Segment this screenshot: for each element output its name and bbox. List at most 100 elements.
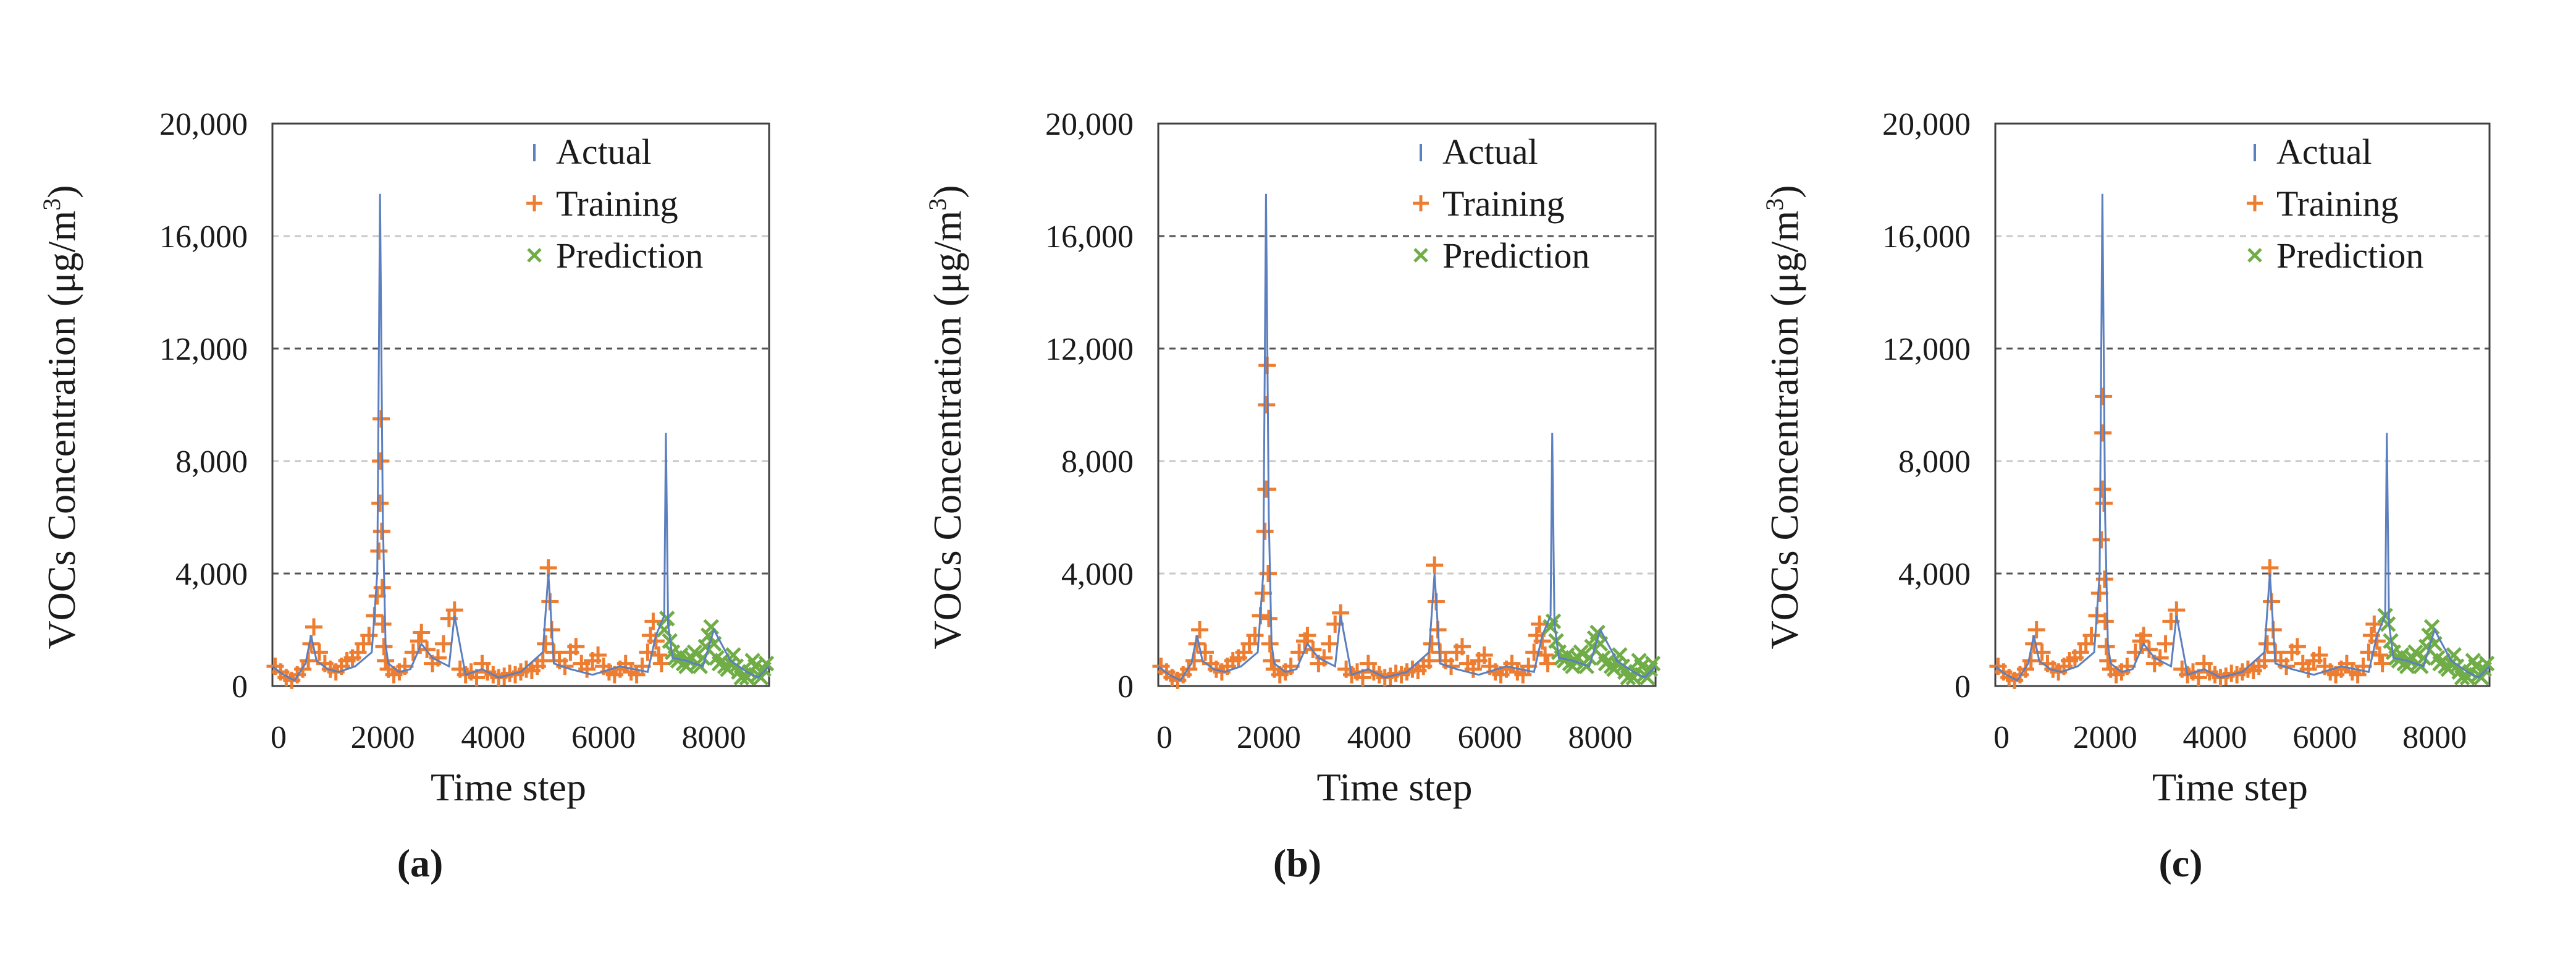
actual-series-line — [1995, 193, 2491, 682]
training-point — [2092, 531, 2110, 549]
x-tick-label: 0 — [1156, 720, 1172, 755]
chart-panel-b: 0 4,000 8,000 12,000 16,000 20,000 0 2000 4000 60… — [924, 107, 1661, 809]
training-point — [2371, 646, 2389, 664]
training-point — [2360, 643, 2378, 661]
y-axis-title-end: ) — [925, 185, 969, 198]
training-point — [2255, 652, 2273, 670]
training-point — [1263, 652, 1281, 670]
prediction-point — [1573, 644, 1589, 661]
training-point — [639, 643, 657, 661]
training-point — [2097, 638, 2115, 656]
prediction-point — [1612, 647, 1628, 663]
training-point — [534, 652, 552, 670]
legend-label: Prediction — [556, 235, 703, 276]
training-point — [1254, 584, 1272, 602]
training-point — [1185, 652, 1203, 670]
training-point — [374, 615, 392, 633]
legend-swatch-prediction — [2247, 248, 2262, 263]
training-point — [1258, 396, 1276, 413]
legend-swatch-training — [1413, 195, 1429, 211]
x-tick-label: 2000 — [351, 720, 415, 755]
training-point — [1299, 627, 1316, 645]
prediction-point — [2407, 644, 2423, 661]
x-tick-label: 0 — [1993, 720, 2010, 755]
legend-swatch-training — [526, 195, 542, 211]
y-axis-title-end: ) — [1762, 185, 1806, 198]
training-point — [1525, 643, 1543, 661]
caption-c: (c) — [2158, 841, 2203, 885]
y-tick-label: 0 — [1118, 669, 1134, 705]
training-point — [2365, 615, 2383, 633]
y-tick-label: 4,000 — [1898, 557, 1971, 592]
training-point — [2373, 654, 2391, 672]
y-tick-label: 16,000 — [159, 219, 248, 255]
prediction-point — [725, 647, 741, 663]
x-tick-label: 6000 — [571, 720, 636, 755]
training-point — [360, 627, 378, 645]
y-axis-title-sup: 3 — [1761, 198, 1788, 211]
prediction-point — [1644, 655, 1661, 672]
y-axis-title-main: VOCs Concentration (μg/m — [40, 211, 83, 650]
training-point — [2258, 635, 2276, 653]
prediction-point — [659, 611, 675, 627]
training-point — [652, 654, 670, 672]
training-point — [1453, 638, 1471, 656]
training-point — [1423, 635, 1441, 653]
y-tick-label: 12,000 — [159, 332, 248, 367]
legend-label: Prediction — [2276, 235, 2423, 276]
training-point — [300, 652, 318, 670]
training-point — [2033, 643, 2051, 661]
training-point — [2310, 646, 2328, 664]
training-point — [371, 494, 389, 512]
training-point — [1475, 646, 1493, 664]
training-point — [2096, 612, 2114, 630]
training-point — [410, 632, 427, 650]
training-point — [2094, 424, 2112, 442]
training-point — [537, 635, 555, 653]
training-point — [1256, 522, 1274, 540]
y-tick-label: 12,000 — [1882, 332, 1971, 367]
training-point — [2288, 638, 2306, 656]
training-point — [2354, 658, 2372, 676]
legend-label: Training — [556, 184, 678, 224]
x-axis-title: Time step — [431, 765, 586, 809]
x-tick-label: 4000 — [2183, 720, 2247, 755]
training-point — [375, 638, 393, 656]
x-tick-label: 8000 — [1568, 720, 1633, 755]
training-point — [2126, 643, 2144, 661]
y-tick-label: 0 — [1955, 669, 1971, 705]
y-tick-label: 0 — [232, 669, 248, 705]
x-tick-label: 4000 — [461, 720, 525, 755]
training-point — [305, 618, 322, 636]
training-point — [1326, 615, 1344, 633]
y-tick-label: 20,000 — [159, 107, 248, 142]
legend-swatch-training — [2247, 195, 2263, 211]
x-tick-label: 2000 — [2073, 720, 2137, 755]
legend-label: Prediction — [1442, 235, 1589, 276]
training-point — [377, 652, 395, 670]
y-axis-title: VOCs Concentration (μg/m3) — [1761, 185, 1806, 649]
y-tick-label: 8,000 — [1898, 444, 1971, 480]
y-axis-title-main: VOCs Concentration (μg/m — [1762, 211, 1806, 650]
y-tick-label: 16,000 — [1045, 219, 1134, 255]
y-tick-label: 4,000 — [175, 557, 248, 592]
x-tick-label: 6000 — [2292, 720, 2357, 755]
training-point — [413, 624, 431, 642]
training-point — [370, 542, 388, 560]
x-tick-label: 8000 — [2402, 720, 2467, 755]
training-point — [310, 643, 328, 661]
x-axis-title: Time step — [1317, 765, 1473, 809]
plot-frame — [1994, 122, 2491, 687]
chart-panel-a: 0 4,000 8,000 12,000 16,000 20,000 0 2000 4000 60… — [38, 107, 775, 809]
y-axis-title-end: ) — [40, 185, 83, 198]
training-point — [2094, 480, 2111, 498]
y-axis-title-main: VOCs Concentration (μg/m — [925, 211, 969, 650]
caption-a: (a) — [397, 841, 444, 885]
legend-label: Training — [1442, 184, 1565, 224]
plot-frame — [271, 122, 770, 687]
x-tick-label: 8000 — [682, 720, 746, 755]
training-point — [373, 522, 390, 540]
training-point — [2157, 635, 2174, 653]
y-axis-title-sup: 3 — [38, 198, 65, 211]
